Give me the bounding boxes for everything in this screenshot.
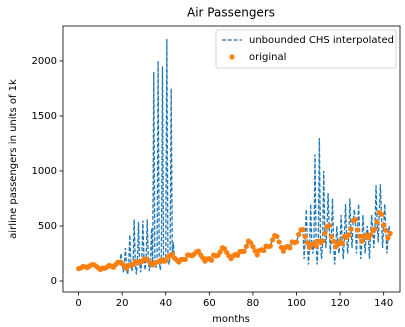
data-point (280, 248, 287, 254)
x-tick-label: 20 (116, 298, 129, 309)
data-point (374, 219, 380, 225)
data-point (348, 226, 354, 232)
data-point (195, 248, 202, 254)
data-point (326, 222, 332, 229)
data-point (330, 238, 337, 245)
data-point (381, 222, 387, 228)
data-point (248, 240, 254, 246)
data-point (269, 237, 276, 243)
y-tick-label: 1000 (32, 166, 57, 177)
data-point (354, 227, 361, 233)
legend-label: original (249, 52, 286, 63)
data-point (243, 243, 249, 249)
data-point (163, 258, 169, 264)
legend-box (215, 29, 397, 69)
data-point (367, 232, 374, 238)
y-tick-label: 2000 (32, 56, 57, 67)
data-point (372, 226, 378, 232)
data-point (287, 245, 293, 251)
y-tick-label: 0 (51, 276, 57, 287)
data-point (383, 227, 389, 233)
data-point (302, 233, 308, 240)
data-point (250, 244, 256, 250)
data-point (254, 252, 260, 258)
line-series (78, 38, 391, 275)
data-point (296, 231, 302, 238)
x-tick-label: 140 (374, 298, 393, 309)
data-point (217, 249, 223, 255)
data-point (293, 239, 300, 245)
data-point (328, 233, 334, 240)
x-tick-label: 80 (247, 298, 260, 309)
y-tick-label: 1500 (32, 111, 57, 122)
data-point (241, 248, 247, 254)
data-point (304, 240, 310, 246)
data-point (267, 243, 273, 249)
data-point (339, 240, 345, 246)
data-point (320, 238, 326, 244)
data-point (352, 216, 358, 223)
data-point (346, 232, 352, 238)
data-point (359, 238, 365, 244)
data-point (357, 233, 363, 239)
data-point (387, 230, 393, 237)
plot-area (75, 38, 393, 275)
data-point (182, 256, 188, 263)
y-tick-label: 500 (38, 221, 57, 232)
data-point (274, 233, 280, 240)
x-tick-label: 120 (331, 298, 350, 309)
data-point (278, 244, 284, 250)
data-point (313, 243, 319, 249)
data-point (208, 257, 215, 263)
x-axis-label: months (212, 314, 250, 325)
data-point (252, 248, 258, 254)
x-tick-label: 100 (287, 298, 306, 309)
data-point (322, 230, 328, 236)
x-tick-label: 60 (203, 298, 216, 309)
x-tick-label: 0 (75, 298, 81, 309)
data-point (300, 227, 306, 233)
data-point (378, 211, 385, 217)
legend-label: unbounded CHS interpolated (249, 35, 394, 46)
chart-title: Air Passengers (187, 6, 275, 20)
data-point (261, 247, 267, 254)
y-axis-label: airline passengers in units of 1k (8, 79, 19, 239)
legend-swatch (229, 54, 235, 60)
axes-frame (62, 25, 401, 293)
x-tick-label: 40 (159, 298, 172, 309)
data-point (385, 235, 391, 241)
data-point (276, 239, 282, 245)
